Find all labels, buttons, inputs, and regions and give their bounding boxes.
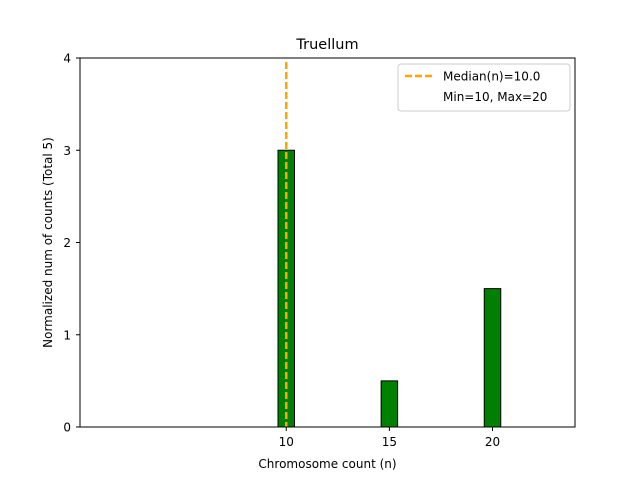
x-tick-label: 15: [382, 435, 397, 449]
y-tick-label: 1: [63, 328, 71, 342]
y-tick-label: 3: [63, 144, 71, 158]
y-tick-label: 4: [63, 52, 71, 66]
chart-title: Truellum: [295, 37, 358, 53]
legend-frame: [397, 63, 571, 112]
x-axis-label: Chromosome count (n): [258, 457, 396, 471]
legend-entry-min-max: Min=10, Max=20: [443, 90, 547, 104]
x-axis-ticks: 10 15 20: [279, 427, 500, 449]
y-axis-ticks: 0 1 2 3 4: [63, 52, 80, 435]
y-tick-label: 0: [63, 421, 71, 435]
y-axis-label: Normalized num of counts (Total 5): [41, 137, 55, 348]
legend-entry-median: Median(n)=10.0: [443, 70, 540, 84]
x-tick-label: 10: [279, 435, 294, 449]
legend: Median(n)=10.0 Min=10, Max=20: [397, 63, 571, 112]
x-tick-label: 20: [485, 435, 500, 449]
bar-15: [380, 380, 399, 428]
bar-20: [483, 288, 502, 428]
y-tick-label: 2: [63, 236, 71, 250]
